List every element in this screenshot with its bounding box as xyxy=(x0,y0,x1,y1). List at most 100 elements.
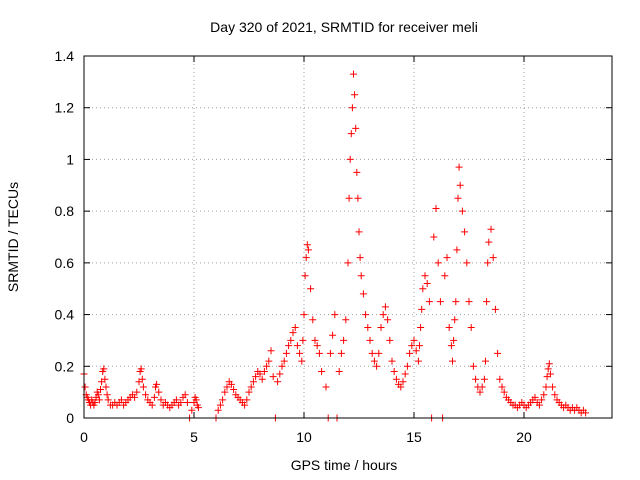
data-point xyxy=(362,311,370,319)
data-point xyxy=(449,357,456,365)
data-point xyxy=(423,280,431,288)
data-point xyxy=(436,298,444,306)
x-axis-label: GPS time / hours xyxy=(291,457,398,473)
grid xyxy=(84,56,612,418)
data-point xyxy=(221,388,229,396)
data-point xyxy=(157,396,165,404)
data-point xyxy=(450,336,458,344)
data-point xyxy=(131,393,139,401)
data-point xyxy=(95,396,103,404)
data-point xyxy=(399,378,407,386)
data-point xyxy=(416,342,423,350)
data-point xyxy=(461,228,469,236)
data-point xyxy=(342,316,350,324)
data-point xyxy=(469,362,477,370)
data-point xyxy=(137,365,145,373)
data-point xyxy=(274,378,282,386)
data-point xyxy=(348,104,356,112)
data-point xyxy=(296,349,304,357)
data-point xyxy=(359,290,367,298)
data-point xyxy=(223,383,231,391)
data-point xyxy=(337,349,345,357)
data-point xyxy=(91,398,99,406)
data-point xyxy=(356,254,364,262)
data-point xyxy=(377,324,385,331)
data-point xyxy=(375,349,383,357)
x-tick-label: 10 xyxy=(296,429,312,445)
data-point xyxy=(540,391,548,399)
data-point xyxy=(357,272,365,280)
data-point xyxy=(326,349,334,357)
data-point xyxy=(298,357,306,365)
data-point xyxy=(300,311,308,319)
plot-frame xyxy=(83,55,613,419)
data-point xyxy=(302,254,310,262)
data-point xyxy=(443,254,451,262)
data-point xyxy=(551,391,559,399)
data-point xyxy=(491,305,499,313)
data-point xyxy=(138,375,146,383)
data-point xyxy=(329,331,337,339)
data-point xyxy=(417,324,425,331)
data-point xyxy=(289,329,297,337)
data-point xyxy=(397,383,405,391)
data-point xyxy=(454,194,462,202)
data-point xyxy=(345,194,353,202)
data-point xyxy=(379,311,387,319)
data-point xyxy=(318,367,326,375)
data-point xyxy=(335,367,343,375)
data-point xyxy=(390,367,398,375)
y-tick-label: 0.4 xyxy=(55,307,75,323)
data-point xyxy=(403,362,411,370)
data-point xyxy=(401,370,409,378)
data-point xyxy=(256,370,264,378)
data-point xyxy=(485,238,493,246)
data-point xyxy=(278,362,286,370)
data-point xyxy=(500,388,508,396)
data-point xyxy=(494,349,502,357)
data-point xyxy=(472,375,480,383)
data-point xyxy=(103,391,111,399)
data-point xyxy=(104,396,112,404)
x-tick-label: 0 xyxy=(80,429,88,445)
y-axis-label: SRMTID / TECUs xyxy=(5,182,21,292)
data-point xyxy=(188,406,196,414)
data-point xyxy=(153,380,161,388)
data-point xyxy=(549,383,557,391)
data-point xyxy=(227,380,235,388)
data-point xyxy=(544,365,552,373)
data-point xyxy=(368,349,376,357)
data-point xyxy=(487,225,495,233)
data-point xyxy=(392,375,400,383)
data-point xyxy=(351,91,359,99)
data-point xyxy=(388,357,396,365)
data-point xyxy=(258,375,266,383)
data-point xyxy=(214,406,222,414)
data-point xyxy=(303,241,311,249)
data-point xyxy=(412,347,420,355)
data-point xyxy=(101,375,109,383)
data-point xyxy=(353,168,361,176)
data-point xyxy=(219,396,227,404)
data-point xyxy=(100,365,108,373)
data-point xyxy=(155,388,163,396)
data-point xyxy=(531,393,539,401)
data-point xyxy=(476,388,484,396)
data-point xyxy=(430,233,438,241)
data-point xyxy=(451,316,459,324)
data-point xyxy=(414,357,422,365)
data-point xyxy=(287,336,295,344)
y-tick-label: 0.8 xyxy=(55,203,75,219)
y-tick-label: 1.4 xyxy=(55,48,75,64)
data-point xyxy=(545,360,553,368)
data-point xyxy=(350,70,357,78)
data-point xyxy=(263,362,271,370)
data-point xyxy=(381,303,389,311)
data-point xyxy=(480,375,488,383)
data-point xyxy=(498,383,506,391)
data-point xyxy=(267,347,275,355)
data-point xyxy=(245,388,253,396)
data-point xyxy=(384,316,392,324)
data-point xyxy=(408,342,416,350)
data-point xyxy=(102,383,110,391)
